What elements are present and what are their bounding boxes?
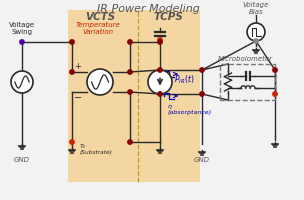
Circle shape	[200, 92, 204, 96]
Text: +: +	[74, 62, 81, 71]
Text: GND: GND	[14, 157, 30, 163]
Text: IR Power Modeling: IR Power Modeling	[97, 4, 199, 14]
Circle shape	[247, 23, 265, 41]
Text: VCTS: VCTS	[85, 12, 115, 22]
Circle shape	[128, 40, 132, 44]
Text: TCPS: TCPS	[153, 12, 183, 22]
Text: −: −	[74, 93, 82, 103]
Text: Temperature
Variation: Temperature Variation	[76, 22, 120, 35]
Circle shape	[148, 70, 172, 94]
Bar	[68, 10, 200, 182]
Circle shape	[87, 69, 113, 95]
Circle shape	[20, 40, 24, 44]
Circle shape	[128, 140, 132, 144]
Circle shape	[11, 71, 33, 93]
Bar	[220, 64, 275, 100]
Text: T₀
(Substrate): T₀ (Substrate)	[80, 144, 113, 155]
Text: $P_{IR}(t)$: $P_{IR}(t)$	[174, 74, 195, 86]
Circle shape	[70, 40, 74, 44]
Text: Microbolometer: Microbolometer	[218, 56, 273, 62]
Circle shape	[254, 39, 258, 43]
Text: GND: GND	[194, 157, 210, 163]
Text: Voltage
Swing: Voltage Swing	[9, 22, 35, 35]
Text: η
(absorptance): η (absorptance)	[168, 104, 212, 115]
Circle shape	[70, 140, 74, 144]
Circle shape	[70, 70, 74, 74]
Circle shape	[128, 70, 132, 74]
Text: Voltage
Bias: Voltage Bias	[243, 2, 269, 15]
Circle shape	[158, 92, 162, 96]
Circle shape	[158, 38, 162, 42]
Circle shape	[200, 68, 204, 72]
Circle shape	[158, 68, 162, 72]
Circle shape	[128, 90, 132, 94]
Circle shape	[158, 40, 162, 44]
Circle shape	[273, 92, 277, 96]
Circle shape	[273, 68, 277, 72]
